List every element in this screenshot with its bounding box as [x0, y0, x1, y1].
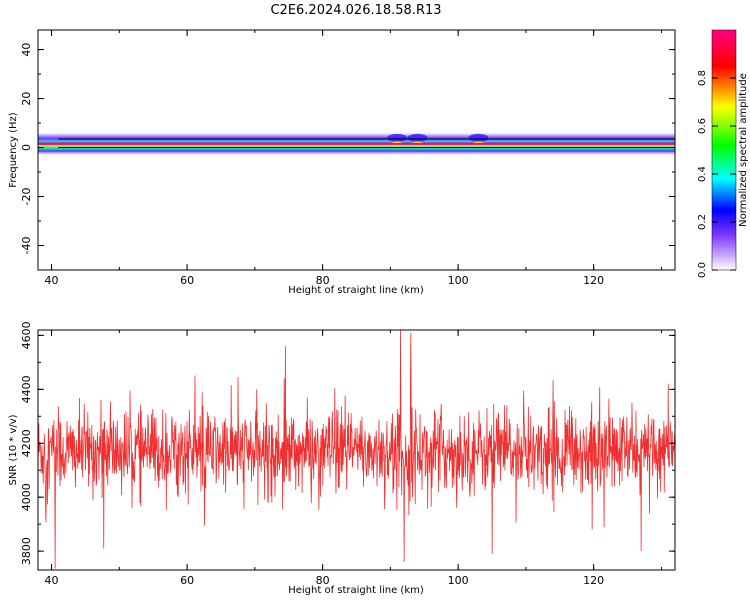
colorbar: 0.0 0.2 0.4 0.6 0.8 Normalized spectral ampl… — [697, 29, 749, 278]
colorbar-gradient — [711, 29, 737, 271]
spectrogram-xtick-label: 60 — [180, 274, 194, 287]
colorbar-tick-label: 0.8 — [697, 70, 708, 86]
snr-ytick-label: 4000 — [20, 483, 33, 511]
spectral-feature — [407, 133, 428, 142]
spectrogram-xtick-label: 80 — [316, 274, 330, 287]
snr-ytick-label: 4400 — [20, 375, 33, 403]
snr-plot-frame — [37, 329, 676, 571]
snr-ylabel: SNR (10 * v/v) — [8, 414, 19, 485]
spectral-feature — [468, 133, 489, 142]
snr-xtick-label: 100 — [448, 574, 469, 587]
snr-xlabel: Height of straight line (km) — [288, 585, 424, 596]
snr-panel: 40 60 80 100 120 4600 4400 4200 4000 3800 Height… — [8, 321, 676, 596]
snr-ytick-label: 3800 — [20, 537, 33, 565]
snr-xtick-label: 60 — [180, 574, 194, 587]
spectrogram-xtick-label: 40 — [45, 274, 59, 287]
spectrogram-ytick-label: 0 — [20, 144, 33, 151]
spectrogram-xtick-label: 120 — [583, 274, 604, 287]
spectrogram-ylabel: Frequency (Hz) — [8, 112, 19, 188]
spectrogram-panel: 40 60 80 100 120 40 20 0 -20 -40 Height of strai… — [8, 29, 676, 296]
snr-xtick-label: 80 — [316, 574, 330, 587]
spectrogram-ytick-label: -20 — [20, 188, 33, 206]
colorbar-tick-label: 0.6 — [697, 118, 708, 134]
spectrogram-ytick-label: 20 — [20, 92, 33, 106]
snr-series-line — [38, 330, 675, 569]
spectral-feature — [387, 133, 408, 142]
snr-ytick-label: 4600 — [20, 321, 33, 349]
spectrogram-plot-frame — [37, 29, 676, 271]
spectrogram-xlabel: Height of straight line (km) — [288, 285, 424, 296]
spectrogram-ytick-label: 40 — [20, 43, 33, 57]
colorbar-label: Normalized spectral amplitude — [738, 73, 749, 227]
colorbar-tick-label: 0.4 — [697, 166, 708, 182]
colorbar-tick-label: 0.2 — [697, 214, 708, 230]
snr-ytick-label: 4200 — [20, 429, 33, 457]
snr-xtick-label: 40 — [45, 574, 59, 587]
colorbar-tick-label: 0.0 — [697, 262, 708, 278]
spectrogram-ytick-label: -40 — [20, 237, 33, 255]
figure-title: C2E6.2024.026.18.58.R13 — [270, 3, 441, 18]
snr-xtick-label: 120 — [583, 574, 604, 587]
spectrogram-xtick-label: 100 — [448, 274, 469, 287]
